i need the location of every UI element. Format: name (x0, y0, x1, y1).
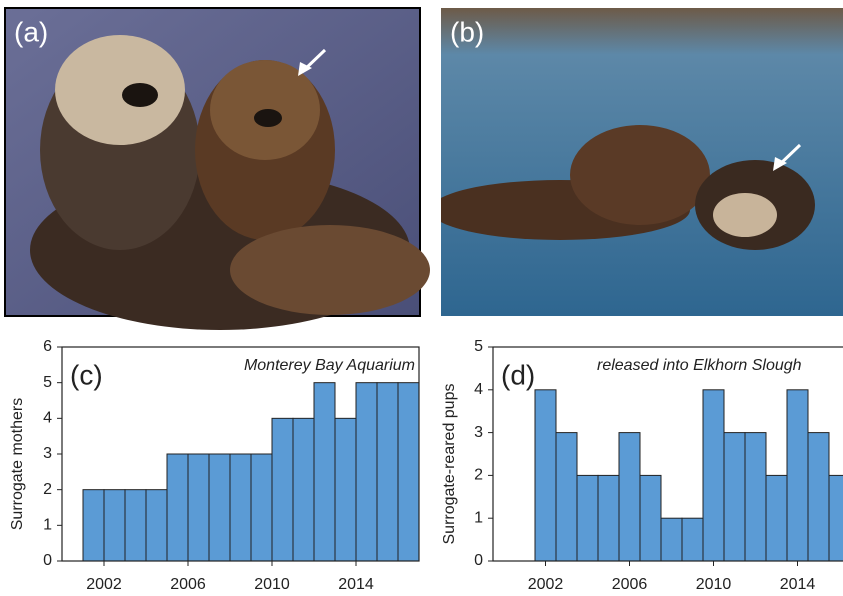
bar (660, 517, 683, 562)
y-tick-label: 6 (43, 338, 52, 355)
bar (723, 432, 746, 562)
bar (555, 432, 578, 562)
bar (397, 382, 420, 562)
bar (376, 382, 399, 562)
bar (355, 382, 378, 562)
photo-a: (a) (4, 7, 430, 330)
bar (702, 389, 725, 562)
y-tick-label: 0 (43, 552, 52, 569)
x-tick-label: 2002 (528, 576, 564, 593)
y-tick-label: 3 (43, 445, 52, 462)
y-tick-label: 2 (43, 481, 52, 498)
bar (82, 489, 105, 562)
x-tick-label: 2014 (780, 576, 816, 593)
bar (313, 382, 336, 562)
y-tick-label: 1 (474, 509, 483, 526)
bar (208, 453, 231, 562)
annotation: released into Elkhorn Slough (597, 357, 802, 374)
chart: 0 1 2 3 4 5 2002 2006 2010 2014 (d) released into E… (474, 338, 843, 593)
bar (639, 474, 662, 562)
x-tick-label: 2006 (170, 576, 206, 593)
x-tick-label: 2010 (696, 576, 732, 593)
y-tick-label: 5 (474, 338, 483, 355)
y-tick-label: 0 (474, 552, 483, 569)
bar (124, 489, 147, 562)
bar (807, 432, 830, 562)
x-tick-label: 2006 (612, 576, 648, 593)
bar (292, 417, 315, 562)
bar (681, 517, 704, 562)
bar (166, 453, 189, 562)
plot-frame (492, 346, 843, 562)
bar (145, 489, 168, 562)
chart: 0 1 2 3 4 5 6 2002 2006 2010 2014 (c) Monterey Bay A… (43, 338, 420, 593)
y-tick-label: 4 (474, 381, 483, 398)
bar (765, 474, 788, 562)
y-tick-label: 4 (43, 410, 52, 427)
panel-label: (d) (501, 359, 535, 390)
y-axis-label: Surrogate-reared pups (441, 384, 458, 545)
bar (576, 474, 599, 562)
y-tick-label: 5 (43, 374, 52, 391)
bar (786, 389, 809, 562)
photo-b: (b) (441, 8, 843, 316)
bar (744, 432, 767, 562)
bar (187, 453, 210, 562)
panel-label: (b) (450, 16, 484, 47)
panel-label: (a) (14, 16, 48, 47)
x-tick-label: 2002 (86, 576, 122, 593)
bar (103, 489, 126, 562)
y-tick-label: 2 (474, 467, 483, 484)
y-axis-label: Surrogate mothers (9, 398, 26, 531)
x-tick-label: 2014 (338, 576, 374, 593)
bar (271, 417, 294, 562)
bar (250, 453, 273, 562)
panel-label: (c) (70, 359, 103, 390)
bar (334, 417, 357, 562)
bar (618, 432, 641, 562)
y-tick-label: 3 (474, 424, 483, 441)
bar (597, 474, 620, 562)
annotation: Monterey Bay Aquarium (244, 357, 415, 374)
y-tick-label: 1 (43, 517, 52, 534)
x-tick-label: 2010 (254, 576, 290, 593)
bar (229, 453, 252, 562)
bar (534, 389, 557, 562)
bar (828, 474, 843, 562)
